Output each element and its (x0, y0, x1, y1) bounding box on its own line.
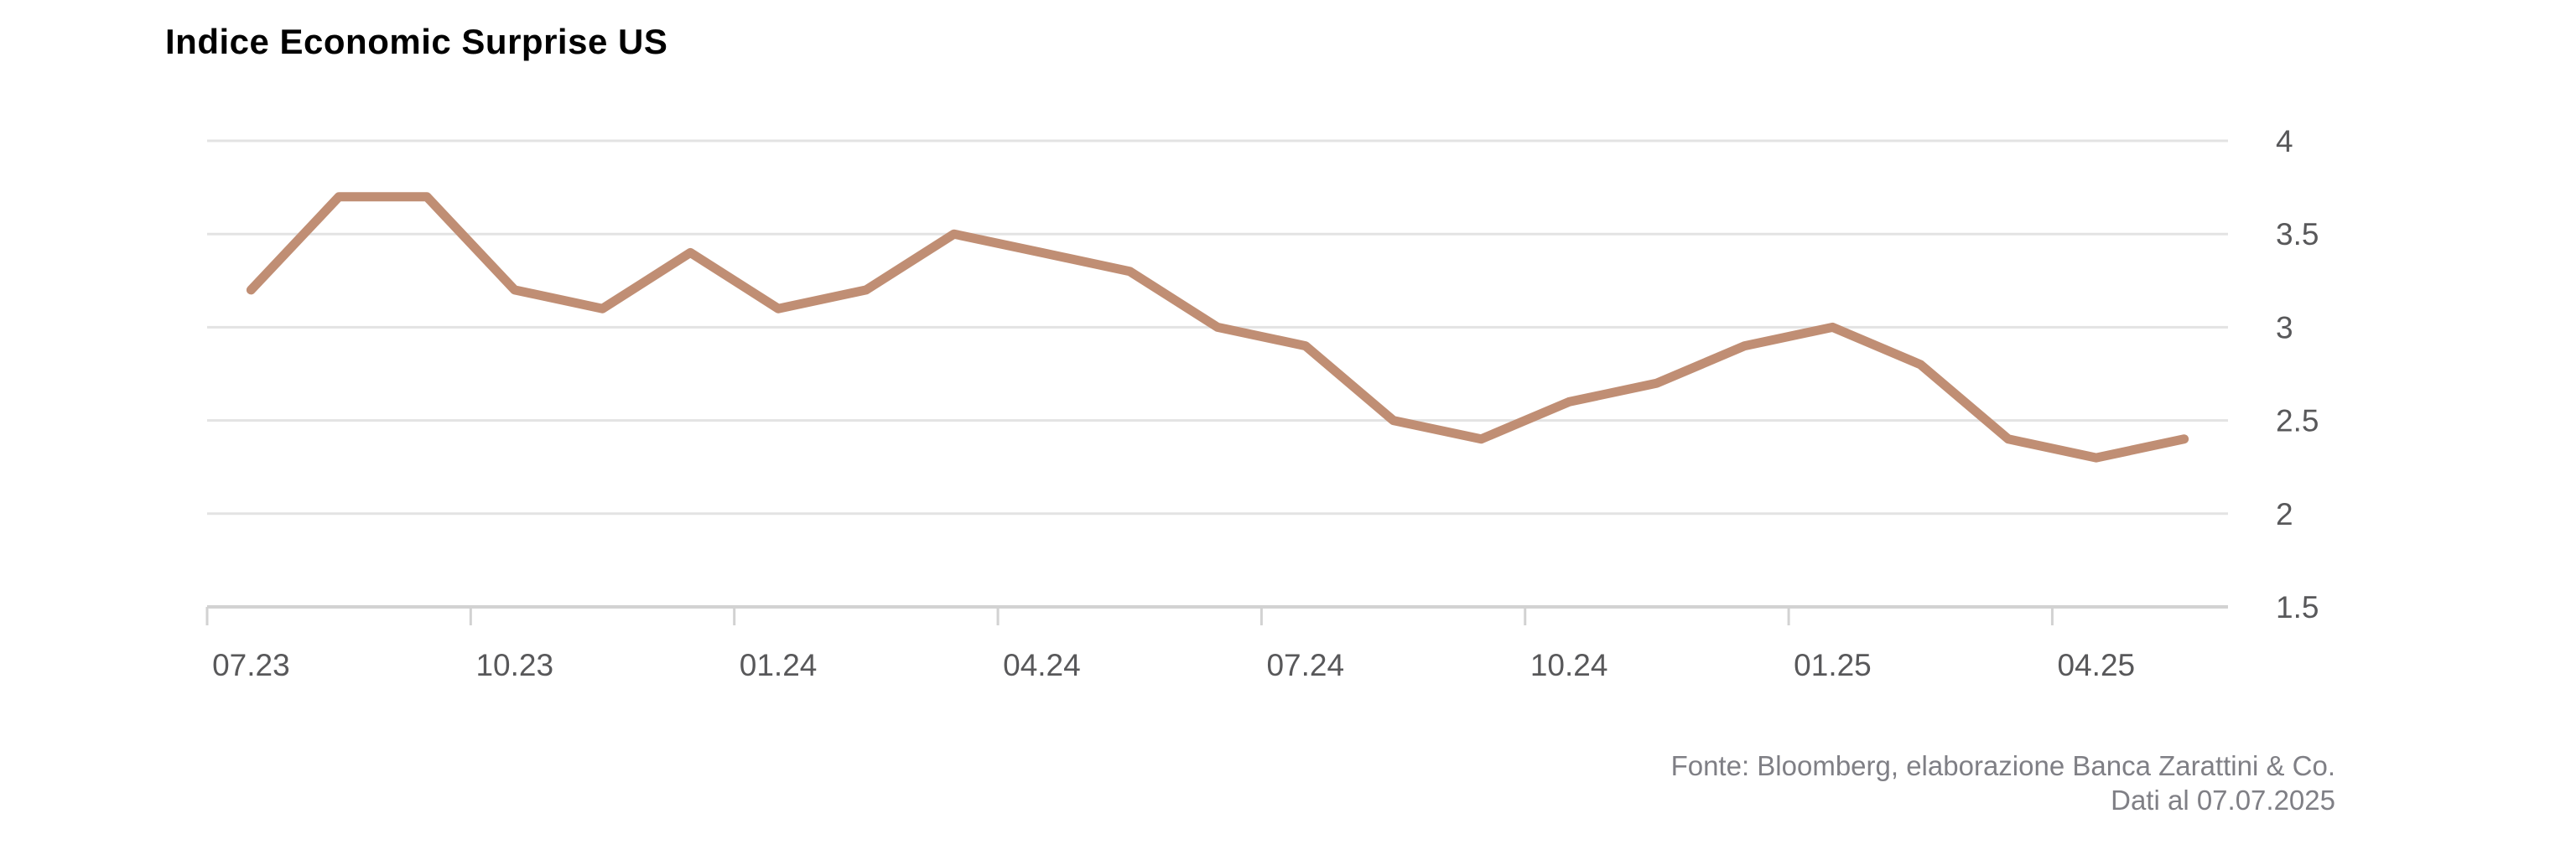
x-axis-label: 07.23 (212, 648, 290, 682)
x-axis-label: 01.24 (740, 648, 818, 682)
x-axis-label: 04.24 (1003, 648, 1081, 682)
x-axis-label: 10.23 (475, 648, 553, 682)
chart-footer: Fonte: Bloomberg, elaborazione Banca Zar… (1671, 749, 2335, 817)
x-axis-label: 01.25 (1794, 648, 1872, 682)
footer-date-line: Dati al 07.07.2025 (2111, 785, 2335, 816)
y-axis-label: 3 (2276, 310, 2293, 345)
x-axis-label: 10.24 (1530, 648, 1608, 682)
series-line (246, 192, 2189, 463)
chart-title: Indice Economic Surprise US (165, 22, 668, 61)
x-axis-label: 04.25 (2058, 648, 2136, 682)
y-axis-label: 3.5 (2276, 217, 2319, 251)
y-axis-label: 4 (2276, 124, 2293, 158)
y-axis-label: 2.5 (2276, 404, 2319, 438)
footer-source-line: Fonte: Bloomberg, elaborazione Banca Zar… (1670, 750, 2335, 781)
y-axis-label: 2 (2276, 497, 2293, 531)
x-axis-label: 07.24 (1266, 648, 1344, 682)
y-axis-label: 1.5 (2276, 590, 2319, 624)
